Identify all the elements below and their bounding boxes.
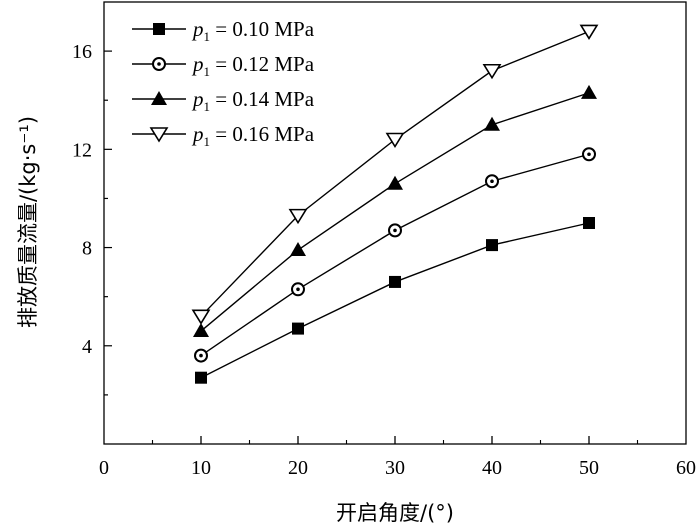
legend-marker	[152, 57, 166, 71]
data-point	[290, 242, 306, 257]
marker-center	[296, 287, 300, 292]
series-line	[200, 222, 590, 379]
plot-frame	[103, 1, 687, 445]
y-tick-label: 16	[72, 41, 92, 63]
data-point	[385, 132, 405, 149]
data-point	[288, 208, 308, 225]
legend-label: p1 = 0.12 MPa	[191, 52, 315, 79]
axis-ticks: 0 10 20 30 40 50 60 4 8 12 16	[72, 41, 696, 479]
marker-center	[587, 152, 591, 157]
data-point	[387, 175, 403, 190]
data-point	[485, 174, 499, 189]
data-point	[292, 322, 304, 335]
data-point	[484, 116, 500, 131]
y-tick-label: 4	[82, 336, 92, 358]
legend-item-3: p1 = 0.14 MPa	[132, 87, 315, 114]
series-4	[191, 24, 599, 325]
legend-label: p1 = 0.16 MPa	[191, 122, 315, 149]
legend-item-1: p1 = 0.10 MPa	[132, 17, 315, 44]
data-point	[583, 217, 595, 229]
legend-item-4: p1 = 0.16 MPa	[132, 122, 315, 149]
x-tick-label: 10	[191, 457, 211, 479]
x-tick-label: 40	[482, 457, 502, 479]
data-point	[195, 371, 207, 384]
x-tick-label: 0	[99, 457, 109, 479]
x-tick-label: 20	[288, 457, 308, 479]
y-tick-label: 12	[72, 139, 92, 161]
data-point	[579, 24, 599, 40]
legend-label: p1 = 0.10 MPa	[191, 17, 315, 44]
data-point	[486, 239, 498, 252]
series-1	[195, 217, 595, 384]
legend-marker	[151, 91, 167, 105]
legend-marker	[153, 23, 165, 35]
marker-center	[393, 228, 397, 233]
data-point	[194, 348, 208, 363]
data-point	[388, 223, 402, 238]
x-tick-label: 60	[676, 457, 696, 479]
data-point	[581, 84, 597, 99]
x-tick-label: 30	[385, 457, 405, 479]
axes-frame	[103, 1, 687, 445]
y-axis-title: 排放质量流量/(kg·s⁻¹)	[16, 116, 40, 328]
data-point	[291, 282, 305, 297]
data-point	[582, 147, 596, 162]
marker-center	[199, 353, 203, 358]
data-point	[482, 63, 502, 80]
legend-label: p1 = 0.14 MPa	[191, 87, 315, 114]
data-point	[191, 309, 211, 325]
marker-center	[157, 62, 161, 66]
series-3	[193, 84, 597, 338]
x-axis-title: 开启角度/(°)	[336, 501, 454, 525]
legend: p1 = 0.10 MPa p1 = 0.12 MPa p1 = 0.14 MPa p…	[132, 17, 315, 149]
x-tick-label: 50	[579, 457, 599, 479]
legend-item-2: p1 = 0.12 MPa	[132, 52, 315, 79]
series-group	[191, 24, 599, 384]
legend-marker	[149, 127, 169, 143]
marker-center	[490, 179, 494, 184]
data-point	[193, 323, 209, 338]
y-tick-label: 8	[82, 238, 92, 260]
data-point	[389, 275, 401, 288]
series-2	[194, 147, 596, 363]
